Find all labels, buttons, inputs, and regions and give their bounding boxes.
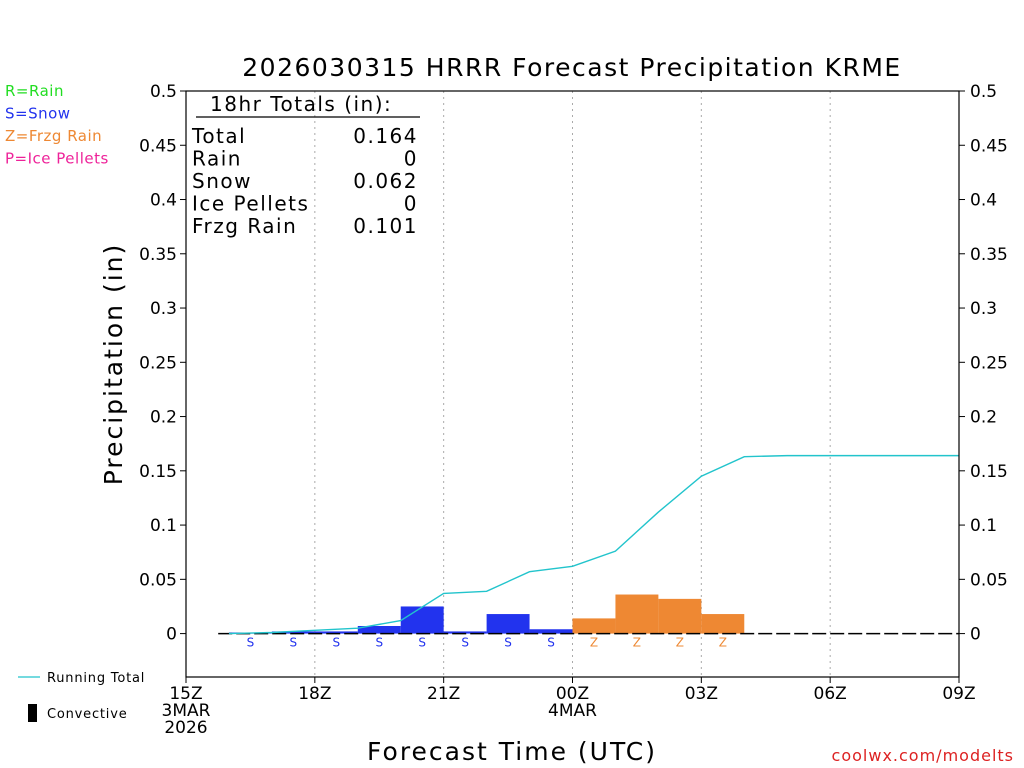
bar-hour-11 bbox=[615, 594, 659, 634]
x-tick-label-18Z-0: 18Z bbox=[298, 684, 331, 704]
x-tick-label-21Z-0: 21Z bbox=[427, 684, 460, 704]
totals-value-1: 0 bbox=[404, 147, 418, 171]
ptype-label-11: Z bbox=[633, 636, 641, 650]
bottom-legend: Running Total Convective bbox=[18, 671, 145, 722]
y-tick-label-left-0.05: 0.05 bbox=[139, 570, 177, 590]
y-tick-label-left-0.3: 0.3 bbox=[150, 299, 177, 319]
y-tick-label-right-0.1: 0.1 bbox=[970, 516, 997, 536]
precipitation-type-key: R=Rain S=Snow Z=Frzg Rain P=Ice Pellets bbox=[5, 82, 109, 168]
y-tick-label-left-0.5: 0.5 bbox=[150, 82, 177, 102]
bar-hour-8 bbox=[486, 614, 530, 634]
totals-rows: Total 0.164 Rain 0 Snow 0.062 Ice Pellets 0 Frzg… bbox=[191, 124, 418, 238]
y-tick-label-right-0.45: 0.45 bbox=[970, 136, 1008, 156]
totals-value-4: 0.101 bbox=[353, 214, 418, 238]
y-tick-label-left-0.25: 0.25 bbox=[139, 353, 177, 373]
y-tick-label-left-0.15: 0.15 bbox=[139, 462, 177, 482]
y-tick-label-right-0.5: 0.5 bbox=[970, 82, 997, 102]
y-tick-label-right-0.05: 0.05 bbox=[970, 570, 1008, 590]
ptype-label-10: Z bbox=[590, 636, 598, 650]
ptype-label-5: S bbox=[375, 636, 383, 650]
x-tick-label-09Z-0: 09Z bbox=[942, 684, 975, 704]
bar-hour-7 bbox=[443, 631, 487, 634]
totals-header: 18hr Totals (in): bbox=[210, 92, 392, 116]
y-tick-label-left-0.1: 0.1 bbox=[150, 516, 177, 536]
ptype-label-7: S bbox=[461, 636, 469, 650]
ptype-label-12: Z bbox=[676, 636, 684, 650]
totals-box: 18hr Totals (in): Total 0.164 Rain 0 Snow 0.0… bbox=[191, 92, 420, 238]
grid-lines bbox=[314, 91, 831, 677]
ptype-label-8: S bbox=[504, 636, 512, 650]
running-total-series bbox=[228, 454, 959, 635]
y-tick-label-right-0.15: 0.15 bbox=[970, 462, 1008, 482]
y-tick-label-left-0.4: 0.4 bbox=[150, 191, 177, 211]
totals-label-1: Rain bbox=[192, 147, 242, 171]
legend-key-1: S=Snow bbox=[5, 105, 71, 123]
y-axis-left: 0 0.05 0.1 0.15 0.2 0.25 0.3 0.35 0.4 0.45 0.5 bbox=[139, 82, 186, 645]
bar-hour-6 bbox=[400, 606, 444, 634]
x-tick-label-00Z-0: 00Z bbox=[556, 684, 589, 704]
y-axis-right: 0 0.05 0.1 0.15 0.2 0.25 0.3 0.35 0.4 0.45 0.5 bbox=[959, 82, 1008, 645]
x-tick-label-03Z-0: 03Z bbox=[685, 684, 718, 704]
y-tick-label-left-0: 0 bbox=[166, 625, 177, 645]
totals-label-4: Frzg Rain bbox=[192, 214, 297, 238]
ptype-label-6: S bbox=[418, 636, 426, 650]
ptype-label-9: S bbox=[547, 636, 555, 650]
bar-series bbox=[228, 594, 745, 634]
bar-hour-3 bbox=[271, 631, 315, 634]
y-tick-label-left-0.2: 0.2 bbox=[150, 408, 177, 428]
totals-value-2: 0.062 bbox=[353, 169, 418, 193]
totals-value-3: 0 bbox=[404, 192, 418, 216]
convective-legend-label: Convective bbox=[47, 707, 128, 722]
chart-title: 2026030315 HRRR Forecast Precipitation K… bbox=[242, 53, 901, 82]
y-tick-label-right-0.25: 0.25 bbox=[970, 353, 1008, 373]
running-total-line bbox=[228, 454, 959, 635]
y-axis-title: Precipitation (in) bbox=[99, 243, 128, 486]
bar-hour-4 bbox=[314, 631, 358, 634]
x-tick-label-15Z-1: 3MAR bbox=[162, 701, 211, 721]
bar-hour-13 bbox=[701, 614, 745, 634]
x-tick-label-00Z-1: 4MAR bbox=[548, 701, 597, 721]
totals-label-0: Total bbox=[191, 124, 246, 148]
legend-key-2: Z=Frzg Rain bbox=[5, 127, 102, 145]
totals-value-0: 0.164 bbox=[353, 124, 418, 148]
x-axis-title: Forecast Time (UTC) bbox=[367, 737, 657, 766]
y-tick-label-right-0.4: 0.4 bbox=[970, 191, 997, 211]
ptype-label-4: S bbox=[332, 636, 340, 650]
y-tick-label-left-0.35: 0.35 bbox=[139, 245, 177, 265]
legend-key-3: P=Ice Pellets bbox=[5, 150, 109, 168]
x-tick-label-06Z-0: 06Z bbox=[814, 684, 847, 704]
ptype-label-2: S bbox=[247, 636, 255, 650]
legend-key-0: R=Rain bbox=[5, 82, 64, 100]
y-tick-label-right-0.3: 0.3 bbox=[970, 299, 997, 319]
x-tick-label-15Z-2: 2026 bbox=[164, 718, 207, 738]
ptype-label-13: Z bbox=[719, 636, 727, 650]
y-tick-label-right-0: 0 bbox=[970, 625, 981, 645]
bar-hour-5 bbox=[357, 625, 401, 634]
bar-hour-12 bbox=[658, 598, 702, 634]
ptype-label-3: S bbox=[290, 636, 298, 650]
y-tick-label-right-0.35: 0.35 bbox=[970, 245, 1008, 265]
convective-legend-swatch bbox=[28, 704, 37, 722]
y-tick-label-left-0.45: 0.45 bbox=[139, 136, 177, 156]
bar-hour-10 bbox=[572, 618, 616, 634]
y-tick-label-right-0.2: 0.2 bbox=[970, 408, 997, 428]
x-tick-label-15Z-0: 15Z bbox=[169, 684, 202, 704]
credit-text: coolwx.com/modelts bbox=[832, 746, 1014, 765]
running-total-legend-label: Running Total bbox=[47, 671, 145, 686]
totals-label-3: Ice Pellets bbox=[192, 192, 309, 216]
totals-label-2: Snow bbox=[192, 169, 252, 193]
bar-hour-9 bbox=[529, 629, 573, 634]
